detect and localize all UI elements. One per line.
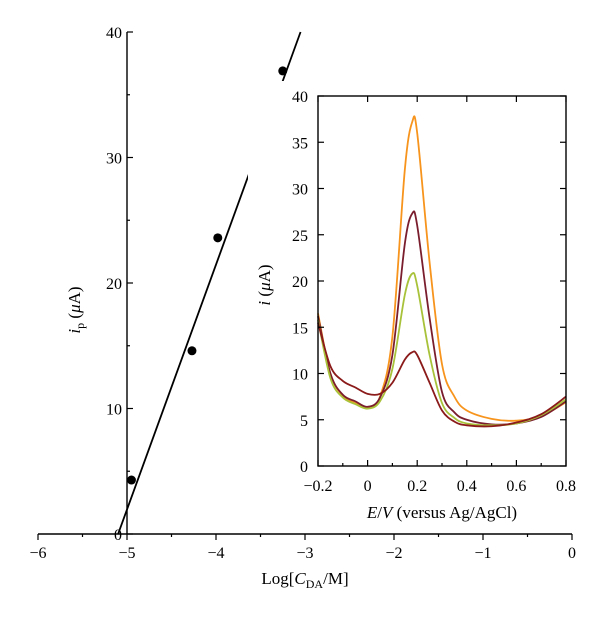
main-x-tick-label: −1 bbox=[474, 545, 491, 562]
inset-y-ticks: 0 5 10 15 20 25 30 35 40 bbox=[292, 89, 566, 476]
main-y-ticks: 0 10 20 30 40 bbox=[106, 25, 133, 544]
data-point bbox=[126, 475, 136, 485]
inset-y-tick-label: 40 bbox=[292, 89, 308, 106]
inset-y-tick-label: 30 bbox=[292, 182, 308, 199]
inset-y-tick-label: 35 bbox=[292, 135, 308, 152]
main-x-tick-label: −2 bbox=[385, 545, 402, 562]
main-x-tick-label: 0 bbox=[568, 545, 576, 562]
main-x-axis-label: Log[CDA/M] bbox=[261, 569, 348, 591]
data-point bbox=[187, 346, 197, 356]
main-x-tick-label: −3 bbox=[296, 545, 313, 562]
inset-curves bbox=[317, 115, 567, 428]
inset-x-tick-label: 0.2 bbox=[407, 478, 427, 495]
inset-x-tick-label: 0.6 bbox=[506, 478, 526, 495]
inset-y-tick-label: 10 bbox=[292, 367, 308, 384]
inset-y-tick-label: 5 bbox=[300, 413, 308, 430]
main-x-tick-label: −5 bbox=[118, 545, 135, 562]
inset-y-tick-label: 0 bbox=[300, 459, 308, 476]
inset-chart: −0.2 0 0.2 0.4 0.6 0.8 0 5 10 15 20 25 30 35 40 E/V (… bbox=[248, 81, 576, 522]
data-point bbox=[278, 66, 288, 76]
main-y-tick-label: 0 bbox=[114, 527, 122, 544]
inset-series-line-4 bbox=[317, 322, 567, 428]
inset-background bbox=[248, 81, 576, 521]
main-y-tick-label: 20 bbox=[106, 276, 122, 293]
inset-y-axis-label: i (μA) bbox=[255, 264, 274, 305]
inset-x-ticks: −0.2 0 0.2 0.4 0.6 0.8 bbox=[303, 96, 576, 495]
data-point bbox=[213, 233, 223, 243]
main-y-tick-label: 40 bbox=[106, 25, 122, 42]
main-x-tick-label: −6 bbox=[29, 545, 46, 562]
inset-y-tick-label: 20 bbox=[292, 274, 308, 291]
main-x-tick-label: −4 bbox=[207, 545, 224, 562]
inset-x-tick-label: 0 bbox=[364, 478, 372, 495]
main-x-ticks: −6 −5 −4 −3 −2 −1 0 bbox=[29, 534, 576, 562]
inset-x-tick-label: 0.4 bbox=[457, 478, 477, 495]
main-y-tick-label: 30 bbox=[106, 151, 122, 168]
inset-y-tick-label: 15 bbox=[292, 320, 308, 337]
main-y-tick-label: 10 bbox=[106, 402, 122, 419]
inset-y-tick-label: 25 bbox=[292, 228, 308, 245]
inset-x-tick-label: 0.8 bbox=[556, 478, 576, 495]
inset-x-axis-label: E/V (versus Ag/AgCl) bbox=[366, 503, 517, 522]
inset-x-tick-label: −0.2 bbox=[303, 478, 332, 495]
main-data-points bbox=[126, 66, 288, 485]
main-y-axis-label: ip (μA) bbox=[65, 286, 87, 333]
inset-series-line-2 bbox=[317, 210, 567, 426]
